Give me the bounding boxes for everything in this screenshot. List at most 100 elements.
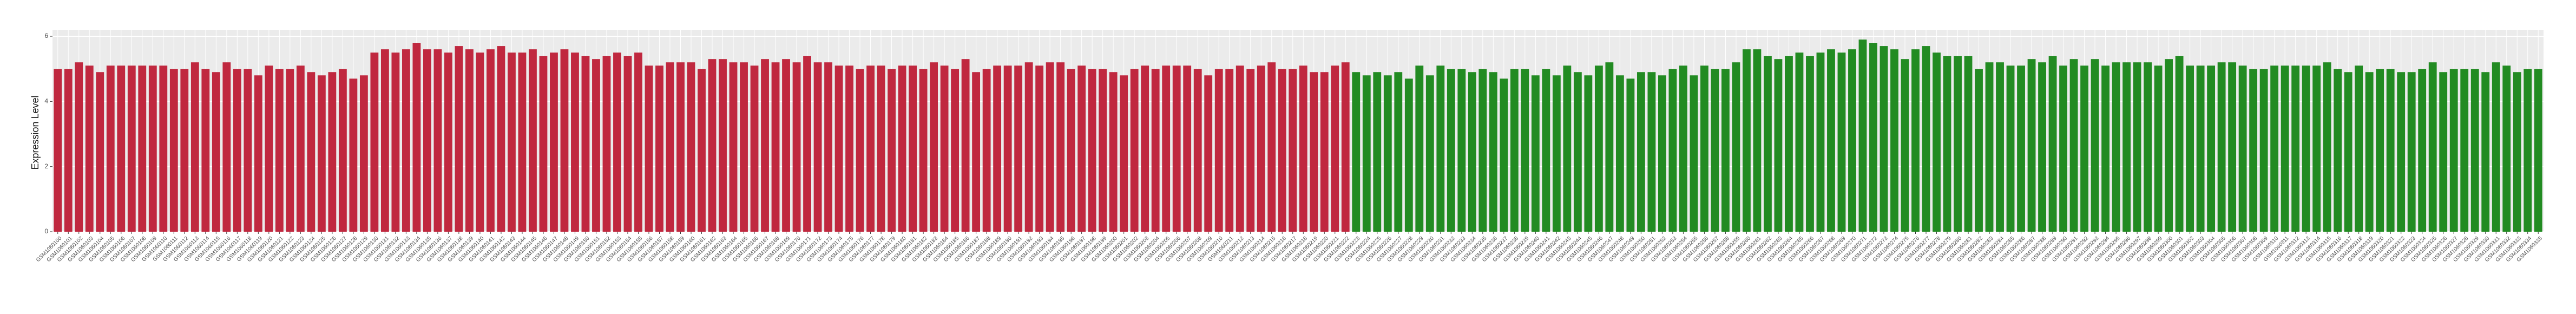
bar	[951, 69, 960, 232]
bar	[2502, 66, 2511, 232]
bar	[138, 66, 147, 232]
bar	[2006, 66, 2015, 232]
bar	[412, 43, 421, 232]
bar	[1615, 75, 1624, 232]
bar	[2513, 72, 2521, 232]
bar	[602, 56, 611, 232]
bar	[1658, 75, 1666, 232]
bar	[1552, 75, 1561, 232]
bar	[919, 69, 928, 232]
bar	[1489, 72, 1497, 232]
bar	[106, 66, 115, 232]
bar	[972, 72, 981, 232]
bar	[550, 53, 558, 232]
bar	[2154, 66, 2163, 232]
bar	[2027, 59, 2036, 232]
bar	[1933, 53, 1941, 232]
bar	[1679, 66, 1687, 232]
bar	[1162, 66, 1171, 232]
bar	[666, 62, 674, 232]
bar	[539, 56, 548, 232]
bar	[2312, 66, 2321, 232]
bar	[2281, 66, 2289, 232]
bar	[2112, 62, 2120, 232]
bar	[2407, 72, 2416, 232]
bar	[328, 72, 337, 232]
bar	[771, 62, 780, 232]
bar	[296, 66, 305, 232]
bar	[1447, 69, 1455, 232]
bar	[993, 66, 1002, 232]
bar	[1647, 72, 1656, 232]
bar	[2449, 69, 2458, 232]
bar	[729, 62, 738, 232]
bar	[1922, 46, 1930, 232]
y-tick-label: 6	[44, 32, 48, 40]
bar	[465, 49, 474, 232]
bar	[813, 62, 822, 232]
bar	[1764, 56, 1772, 232]
bar	[1394, 72, 1403, 232]
bar	[349, 78, 358, 232]
bar	[1236, 66, 1244, 232]
bar	[571, 53, 579, 232]
bar	[169, 69, 178, 232]
bar	[1014, 66, 1023, 232]
bar	[2207, 66, 2216, 232]
bar	[2228, 62, 2237, 232]
bar	[1573, 72, 1582, 232]
bar	[1510, 69, 1519, 232]
bar	[1341, 62, 1350, 232]
bar	[1404, 78, 1413, 232]
y-axis-title: Expression Level	[30, 95, 41, 169]
bar	[1637, 72, 1645, 232]
bar	[581, 56, 590, 232]
bar	[1024, 62, 1033, 232]
bar	[782, 59, 790, 232]
bar	[750, 66, 759, 232]
bar	[1594, 66, 1603, 232]
bar	[1468, 72, 1476, 232]
bar	[275, 69, 284, 232]
bar	[1099, 69, 1107, 232]
bar	[1880, 46, 1888, 232]
y-tick-label: 2	[44, 162, 48, 170]
bar	[1721, 69, 1730, 232]
bar	[2376, 69, 2384, 232]
bar	[1668, 69, 1677, 232]
y-tick-label: 0	[44, 227, 48, 235]
bar	[1046, 62, 1054, 232]
bar	[2144, 62, 2152, 232]
bar	[370, 53, 379, 232]
bar	[877, 66, 885, 232]
bar	[1795, 53, 1804, 232]
bar	[2186, 66, 2194, 232]
bar	[1436, 66, 1445, 232]
bar	[2175, 56, 2184, 232]
bar	[1816, 53, 1825, 232]
bar	[2122, 62, 2131, 232]
bar	[127, 66, 136, 232]
bar	[180, 69, 189, 232]
bar	[2133, 62, 2141, 232]
bar	[1225, 69, 1234, 232]
bar	[2460, 69, 2469, 232]
bar	[359, 75, 368, 232]
bar	[1120, 75, 1128, 232]
bar	[2334, 69, 2342, 232]
bar	[338, 69, 347, 232]
bar	[244, 69, 252, 232]
bar	[824, 62, 832, 232]
bar	[2101, 66, 2110, 232]
bar	[2470, 69, 2479, 232]
bar	[1362, 75, 1371, 232]
bar	[2534, 69, 2542, 232]
bar	[423, 49, 431, 232]
bar	[1500, 78, 1508, 232]
bar	[898, 66, 906, 232]
bar	[1320, 72, 1329, 232]
bar	[1130, 69, 1139, 232]
bar	[476, 53, 484, 232]
bar	[1246, 69, 1255, 232]
bar	[433, 49, 442, 232]
